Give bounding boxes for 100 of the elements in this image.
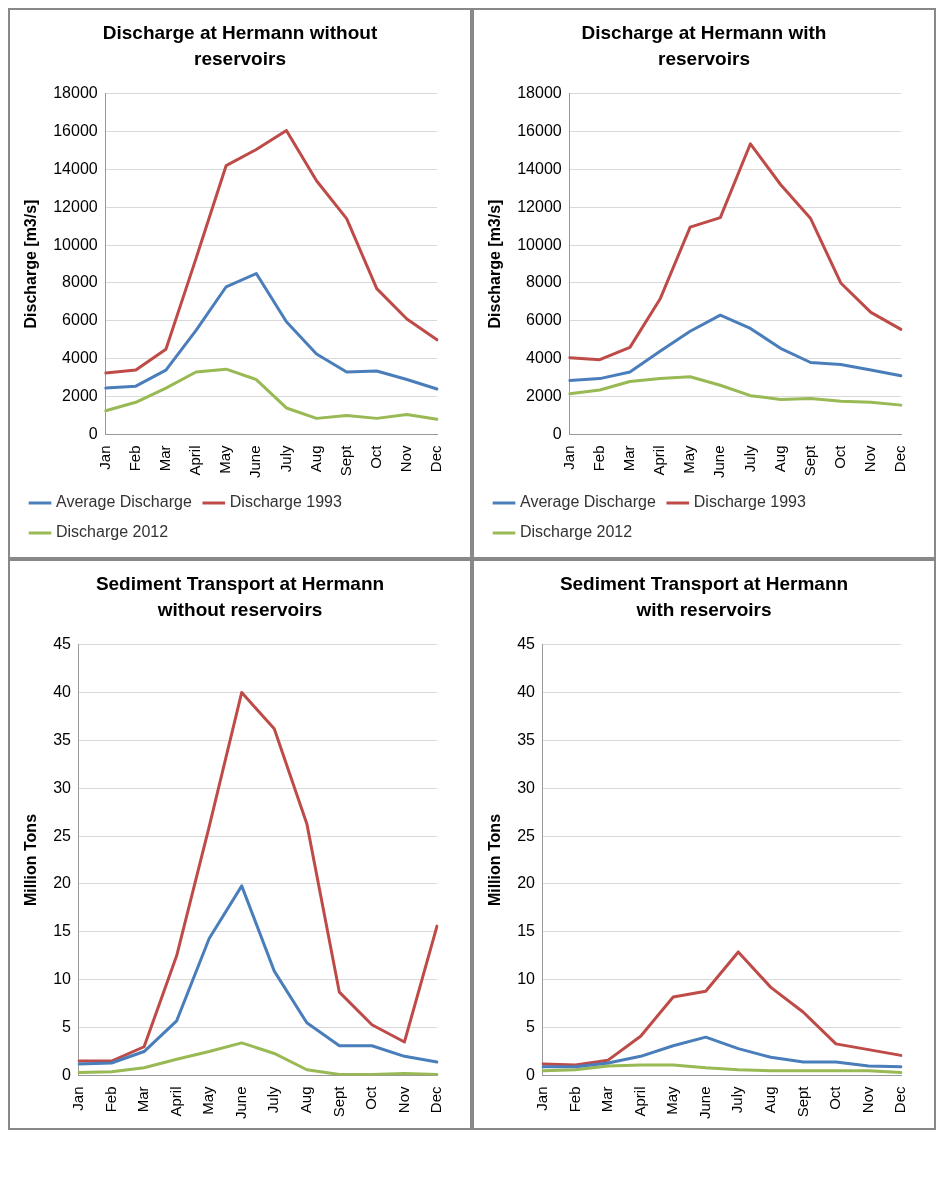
legend-label: Discharge 2012	[520, 523, 633, 541]
y-tick-label: 0	[526, 1065, 536, 1083]
y-tick-label: 0	[88, 424, 98, 442]
y-tick-label: 10	[53, 970, 72, 988]
x-tick-label: Mar	[156, 445, 174, 472]
y-axis-title: Discharge [m3/s]	[486, 199, 504, 329]
y-tick-label: 18000	[53, 84, 98, 102]
legend-label: Discharge 2012	[56, 523, 169, 541]
x-tick-label: Nov	[858, 1085, 876, 1114]
x-tick-label: Oct	[826, 1085, 844, 1110]
y-tick-label: 25	[53, 826, 72, 844]
y-tick-label: 4000	[526, 349, 562, 367]
y-tick-label: 40	[53, 682, 72, 700]
x-tick-label: Dec	[891, 1085, 909, 1114]
y-tick-label: 20	[53, 874, 72, 892]
x-tick-label: Sept	[336, 444, 354, 477]
y-tick-label: 2000	[62, 387, 98, 404]
y-tick-label: 20	[517, 874, 536, 892]
chart-title: Sediment Transport at Hermann without reservoirs	[94, 572, 386, 622]
x-tick-label: Aug	[760, 1086, 778, 1114]
x-tick-label: May	[216, 444, 234, 474]
x-tick-label: Oct	[830, 444, 848, 469]
x-tick-label: May	[663, 1085, 681, 1115]
x-tick-label: April	[650, 445, 668, 476]
y-tick-label: 35	[517, 730, 536, 748]
y-tick-label: 6000	[62, 311, 98, 329]
chart-title: Discharge at Hermann without reservoirs	[101, 21, 379, 71]
y-tick-label: 14000	[53, 159, 98, 177]
x-tick-label: June	[231, 1086, 249, 1119]
y-tick-label: 15	[53, 922, 72, 940]
x-tick-label: Jan	[559, 445, 577, 470]
y-tick-label: 15	[517, 922, 536, 940]
x-tick-label: Feb	[565, 1086, 583, 1113]
x-tick-label: Mar	[620, 445, 638, 472]
legend-label: Average Discharge	[56, 493, 192, 511]
chart-title: Sediment Transport at Hermann with reservoirs	[558, 572, 850, 622]
x-tick-label: Aug	[770, 445, 788, 473]
y-tick-label: 40	[517, 682, 536, 700]
x-tick-label: Jan	[69, 1086, 87, 1111]
x-tick-label: June	[710, 445, 728, 478]
y-tick-label: 35	[53, 730, 72, 748]
y-tick-label: 6000	[526, 311, 562, 329]
x-tick-label: Feb	[101, 1086, 119, 1113]
y-tick-label: 30	[53, 778, 72, 796]
x-tick-label: Sept	[800, 444, 818, 477]
y-tick-label: 25	[517, 826, 536, 844]
x-tick-label: April	[186, 445, 204, 476]
y-tick-label: 12000	[517, 197, 562, 215]
x-tick-label: Oct	[366, 444, 384, 469]
y-axis-title: Million Tons	[22, 813, 40, 907]
x-tick-label: July	[728, 1085, 746, 1114]
y-tick-label: 10000	[517, 235, 562, 253]
x-tick-label: Jan	[95, 445, 113, 470]
x-tick-label: Dec	[427, 1085, 445, 1114]
x-tick-label: Nov	[861, 444, 879, 473]
x-tick-label: May	[680, 444, 698, 474]
y-tick-label: 10000	[53, 235, 98, 253]
x-tick-label: Jan	[533, 1086, 551, 1111]
y-tick-label: 8000	[62, 273, 98, 291]
y-tick-label: 12000	[53, 197, 98, 215]
x-tick-label: July	[264, 1085, 282, 1114]
x-tick-label: Sept	[793, 1085, 811, 1118]
y-tick-label: 45	[517, 635, 536, 653]
x-tick-label: June	[695, 1086, 713, 1119]
y-tick-label: 16000	[517, 121, 562, 139]
y-tick-label: 5	[62, 1018, 72, 1035]
chart-title: Discharge at Hermann with reservoirs	[580, 21, 828, 71]
x-tick-label: Dec	[427, 444, 445, 473]
x-tick-label: Nov	[397, 444, 415, 473]
legend-label: Discharge 1993	[229, 493, 342, 511]
y-tick-label: 2000	[526, 387, 562, 404]
x-tick-label: July	[740, 444, 758, 473]
legend-label: Discharge 1993	[693, 493, 806, 511]
x-tick-label: Aug	[296, 1086, 314, 1114]
x-tick-label: July	[276, 444, 294, 473]
y-tick-label: 16000	[53, 121, 98, 139]
y-tick-label: 14000	[517, 159, 562, 177]
y-tick-label: 4000	[62, 349, 98, 367]
y-tick-label: 5	[526, 1018, 536, 1035]
y-tick-label: 0	[552, 424, 562, 442]
x-tick-label: Sept	[329, 1085, 347, 1118]
x-tick-label: Mar	[134, 1086, 152, 1113]
y-tick-label: 8000	[526, 273, 562, 291]
y-tick-label: 30	[517, 778, 536, 796]
x-tick-label: Nov	[394, 1085, 412, 1114]
y-axis-title: Discharge [m3/s]	[22, 199, 40, 329]
y-tick-label: 0	[62, 1065, 72, 1083]
x-tick-label: April	[166, 1086, 184, 1117]
x-tick-label: Mar	[598, 1086, 616, 1113]
legend-label: Average Discharge	[520, 493, 656, 511]
x-tick-label: April	[630, 1086, 648, 1117]
x-tick-label: Feb	[125, 445, 143, 472]
y-tick-label: 10	[517, 970, 536, 988]
y-tick-label: 18000	[517, 84, 562, 102]
x-tick-label: June	[246, 445, 264, 478]
y-axis-title: Million Tons	[486, 813, 504, 907]
x-tick-label: Oct	[362, 1085, 380, 1110]
x-tick-label: Aug	[306, 445, 324, 473]
x-tick-label: Dec	[891, 444, 909, 473]
x-tick-label: Feb	[589, 445, 607, 472]
